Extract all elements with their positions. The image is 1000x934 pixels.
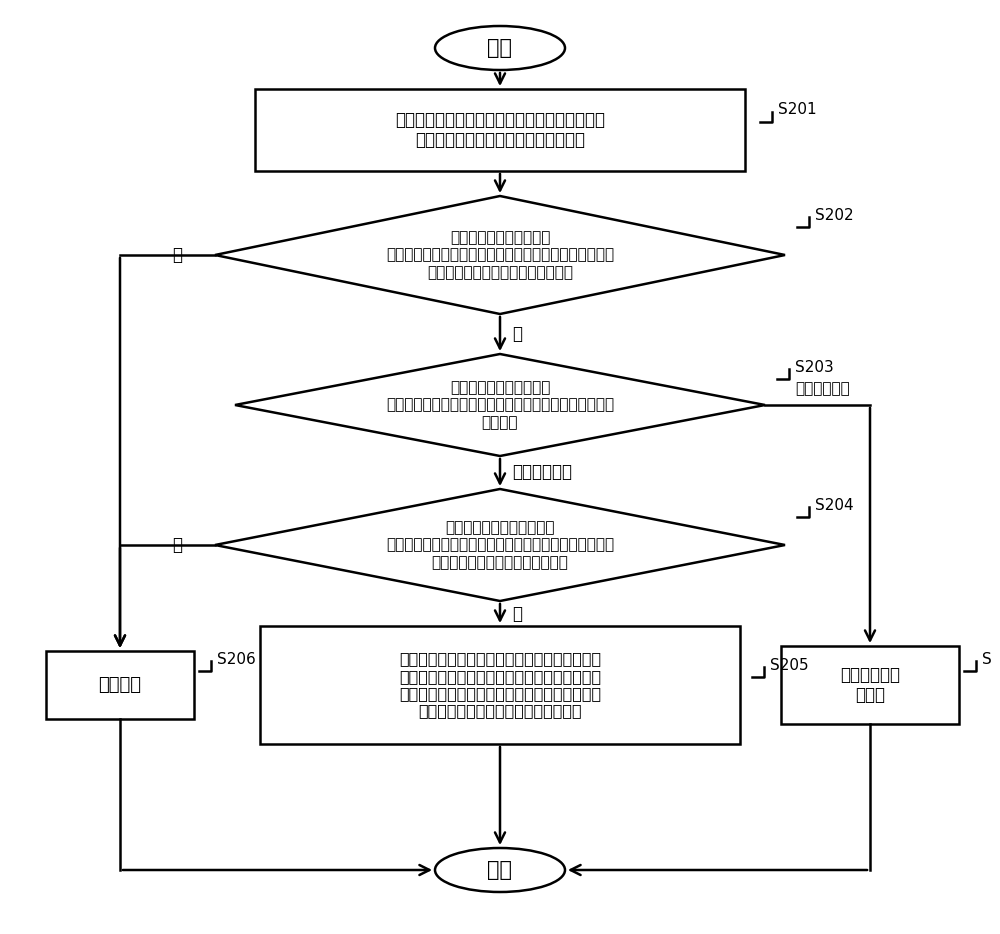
Text: 以普通通信方
式呼叫: 以普通通信方 式呼叫 bbox=[840, 666, 900, 704]
Text: S206: S206 bbox=[217, 652, 256, 667]
Ellipse shape bbox=[435, 26, 565, 70]
Text: S203: S203 bbox=[795, 360, 834, 375]
Text: 将预设的第一解密以及被预设的第一加密密钥加
密的第一通信数据发送给接听端，以使接听端根
据第一解密密钥解密第一通信数据，第一解密密
钥是与第一加密密钥相对应的解: 将预设的第一解密以及被预设的第一加密密钥加 密的第一通信数据发送给接听端，以使接… bbox=[399, 651, 601, 718]
Text: 否: 否 bbox=[172, 536, 182, 554]
Text: 是: 是 bbox=[512, 325, 522, 343]
Bar bbox=[46, 651, 194, 719]
Text: 若检测到呼出用户输入的
生物特性信息，判断呼出用户输入的生物特征信息与呼出
用户的预存生物特征信息是否相匹配: 若检测到呼出用户输入的 生物特性信息，判断呼出用户输入的生物特征信息与呼出 用户… bbox=[386, 230, 614, 280]
Text: S204: S204 bbox=[815, 498, 854, 513]
Text: S205: S205 bbox=[770, 658, 809, 672]
Text: S201: S201 bbox=[778, 103, 817, 118]
Bar bbox=[260, 626, 740, 744]
Polygon shape bbox=[215, 489, 785, 601]
Text: 加密通信方式: 加密通信方式 bbox=[512, 463, 572, 482]
Polygon shape bbox=[235, 354, 765, 456]
Text: S: S bbox=[982, 652, 992, 667]
Text: 判断在预设第一时间内是否
接收到接听端发送的第二解密密钥，接听端若身份认证通
过将发送第二解密密钥给呼出用户: 判断在预设第一时间内是否 接收到接听端发送的第二解密密钥，接听端若身份认证通 过… bbox=[386, 520, 614, 570]
Text: 普通通信方式: 普通通信方式 bbox=[795, 381, 850, 397]
Bar bbox=[781, 646, 959, 724]
Bar bbox=[255, 89, 745, 171]
Text: 结束: 结束 bbox=[488, 860, 512, 880]
Text: 否: 否 bbox=[172, 246, 182, 264]
Ellipse shape bbox=[435, 848, 565, 892]
Text: 呼出用户身份认证通过，
判断用户是选择的加密通信方式呼叫或者选择的普通通信
方式呼叫: 呼出用户身份认证通过， 判断用户是选择的加密通信方式呼叫或者选择的普通通信 方式… bbox=[386, 380, 614, 430]
Text: 是: 是 bbox=[512, 604, 522, 622]
Text: 中断呼叫: 中断呼叫 bbox=[98, 676, 142, 694]
Polygon shape bbox=[215, 196, 785, 314]
Text: 开始: 开始 bbox=[488, 38, 512, 58]
Text: 若检测到用户进行呼叫，显示输入生物特征信息
的提示信息以供呼出用户进行身份认证: 若检测到用户进行呼叫，显示输入生物特征信息 的提示信息以供呼出用户进行身份认证 bbox=[395, 110, 605, 149]
Text: S202: S202 bbox=[815, 207, 854, 222]
